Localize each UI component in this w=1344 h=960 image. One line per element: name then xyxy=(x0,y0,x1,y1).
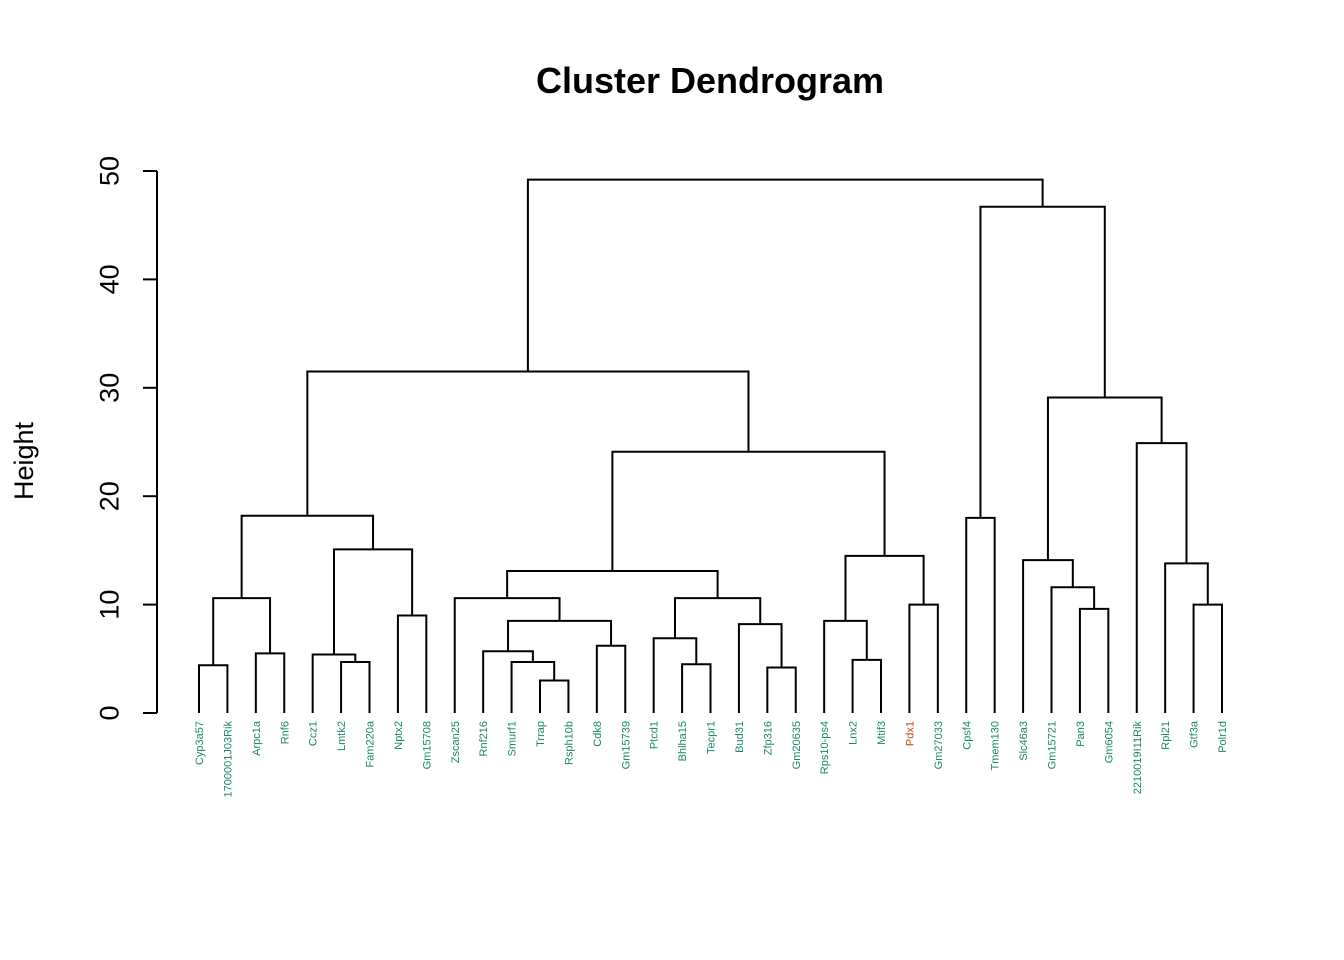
leaf-label: Trrap xyxy=(535,721,547,747)
dendrogram-branch xyxy=(332,548,414,655)
leaf-label: Bhlha15 xyxy=(677,721,689,761)
leaf-label: Gm27033 xyxy=(933,721,945,769)
y-tick-label: 40 xyxy=(94,264,124,294)
dendrogram-branch xyxy=(1022,559,1074,713)
dendrogram-branch xyxy=(507,619,613,652)
y-tick-label: 50 xyxy=(94,156,124,186)
dendrogram-branch xyxy=(240,514,375,599)
leaf-label: Ccz1 xyxy=(308,721,320,746)
dendrogram-branch xyxy=(1164,562,1209,713)
dendrogram-branches xyxy=(198,178,1223,713)
leaf-label: 2210019I11Rik xyxy=(1132,721,1144,795)
dendrogram-branch xyxy=(396,614,428,713)
dendrogram-branch xyxy=(851,658,882,713)
dendrogram-branch xyxy=(595,644,627,713)
leaf-label: 1700001J03Rik xyxy=(222,721,234,798)
dendrogram-branch xyxy=(766,666,797,713)
dendrogram-branch xyxy=(254,652,286,713)
dendrogram-branch xyxy=(673,597,762,639)
leaf-label: Gm6054 xyxy=(1103,721,1115,763)
leaf-label: Mtif3 xyxy=(876,721,888,745)
leaf-label: Tmem130 xyxy=(990,721,1002,771)
dendrogram-branch xyxy=(340,661,371,713)
dendrogram-branch xyxy=(539,679,570,713)
leaf-label: Gm15708 xyxy=(421,721,433,769)
dendrogram-branch xyxy=(1135,442,1188,713)
dendrogram-branch xyxy=(510,661,556,713)
y-axis-label: Height xyxy=(9,421,39,500)
y-tick-label: 30 xyxy=(94,373,124,403)
dendrogram-branch xyxy=(506,569,719,599)
leaf-label: Gm15739 xyxy=(620,721,632,769)
leaf-label: Cdk8 xyxy=(592,721,604,747)
leaf-label: Rpl21 xyxy=(1160,721,1172,750)
dendrogram-branch xyxy=(965,516,996,713)
dendrogram-branch xyxy=(1050,586,1096,713)
dendrogram-branch xyxy=(311,653,357,713)
dendrogram-branch xyxy=(1046,396,1163,561)
dendrogram-branch xyxy=(823,619,868,713)
dendrogram-branch xyxy=(681,663,712,713)
leaf-label: Polr1d xyxy=(1217,721,1229,753)
dendrogram-branch xyxy=(482,650,534,713)
dendrogram-branch xyxy=(526,178,1044,372)
dendrogram-branch xyxy=(306,370,750,516)
leaf-label: Fam220a xyxy=(365,720,377,767)
y-axis: 0 10 20 30 40 50 xyxy=(94,156,158,721)
leaf-label: Nptx2 xyxy=(393,721,405,750)
leaf-label: Bud31 xyxy=(734,721,746,753)
leaf-label: Cyp3a57 xyxy=(194,721,206,765)
leaf-label: Rnf6 xyxy=(279,721,291,744)
leaf-label: Rsph10b xyxy=(563,721,575,765)
leaf-label: Zscan25 xyxy=(450,721,462,763)
dendrogram-branch xyxy=(652,637,698,713)
y-tick-label: 10 xyxy=(94,590,124,620)
dendrogram-branch xyxy=(212,597,272,666)
dendrogram-branch xyxy=(908,603,939,713)
leaf-label: Tecpr1 xyxy=(706,721,718,754)
leaf-label: Slc46a3 xyxy=(1018,721,1030,761)
leaf-label: Lmtk2 xyxy=(336,721,348,751)
y-tick-label: 20 xyxy=(94,481,124,511)
leaf-label: Rps10-ps4 xyxy=(819,721,831,774)
leaf-label: Rnf216 xyxy=(478,721,490,756)
leaf-label: Pdx1 xyxy=(904,721,916,746)
dendrogram-branch xyxy=(1078,607,1110,713)
dendrogram-branch xyxy=(198,664,229,713)
leaf-label: Zfp316 xyxy=(762,721,774,755)
leaf-label: Ptcd1 xyxy=(649,721,661,749)
dendrogram-branch xyxy=(453,597,561,713)
leaf-label: Smurf1 xyxy=(507,721,519,756)
leaf-labels: Cyp3a57 1700001J03Rik Arpc1a Rnf6 Ccz1 Lmtk2 F… xyxy=(194,720,1229,797)
leaf-label: Arpc1a xyxy=(251,720,263,756)
dendrogram-branch xyxy=(844,554,925,621)
dendrogram-branch xyxy=(1192,603,1223,713)
leaf-label: Gm15721 xyxy=(1047,721,1059,769)
y-tick-label: 0 xyxy=(94,705,124,720)
chart-title: Cluster Dendrogram xyxy=(536,60,884,101)
dendrogram-branch xyxy=(611,450,886,571)
leaf-label: Gm20635 xyxy=(791,721,803,769)
leaf-label: Lnx2 xyxy=(848,721,860,745)
leaf-label: Pan3 xyxy=(1075,721,1087,747)
leaf-label: Cpsf4 xyxy=(961,721,973,750)
dendrogram-branch xyxy=(979,205,1106,518)
leaf-label: Gtf3a xyxy=(1189,720,1201,748)
dendrogram-branch xyxy=(737,623,783,713)
